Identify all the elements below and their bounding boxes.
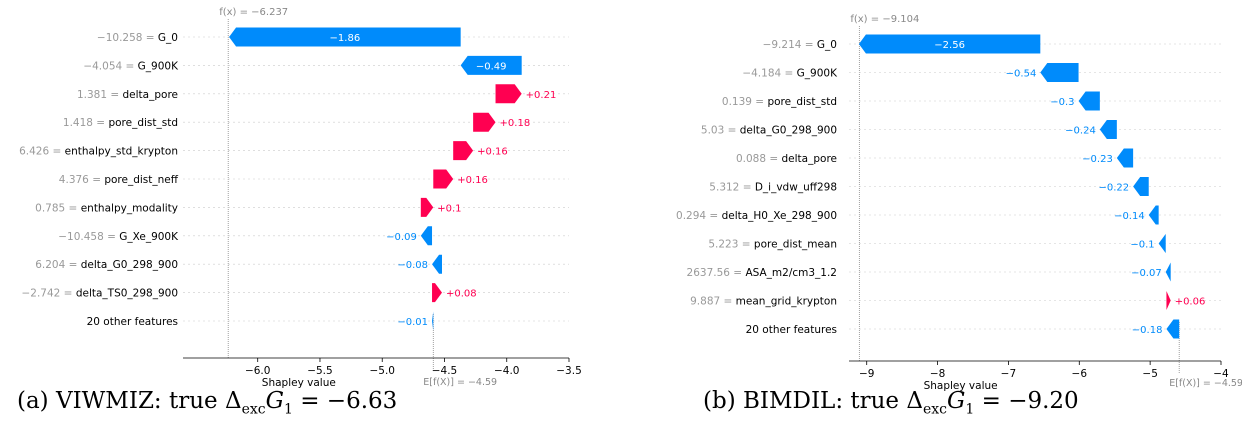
feature-label: 20 other features (87, 316, 178, 328)
x-tick-label: −9 (859, 368, 874, 380)
bar-enthalpy_std_krypton (453, 141, 474, 161)
bar-value-label: −0.14 (1114, 211, 1145, 222)
bar-D_i_vdw_uff298 (1133, 177, 1149, 196)
bar-value-label: +0.1 (437, 203, 461, 214)
caption-a: (a) VIWMIZ: true ΔexcG1 = −6.63 (17, 388, 398, 418)
bar-pore_dist_std (473, 112, 496, 132)
bar-value-label: +0.16 (457, 175, 488, 186)
feature-label: −10.458 = G_Xe_900K (58, 231, 179, 243)
feature-label: 0.785 = enthalpy_modality (35, 202, 178, 214)
x-tick-label: −3.5 (556, 365, 582, 377)
feature-label: 0.139 = pore_dist_std (722, 96, 837, 108)
x-tick-label: −4.5 (432, 365, 458, 377)
bar-value-label: −0.3 (1050, 97, 1074, 108)
bar-value-label: +0.21 (526, 90, 557, 101)
bar-G_0 (858, 34, 1041, 54)
bar-value-label: −1.86 (330, 33, 361, 44)
caption-b: (b) BIMDIL: true ΔexcG1 = −9.20 (703, 388, 1079, 418)
feature-label: 0.294 = delta_H0_Xe_298_900 (676, 210, 837, 222)
feature-label: 20 other features (746, 324, 837, 336)
fx-label: f(x) = −9.104 (850, 14, 919, 25)
feature-label: −10.258 = G_0 (97, 32, 178, 44)
bar-delta_TS0_298_900 (432, 283, 442, 303)
x-axis-label: Shapley value (924, 380, 998, 392)
x-axis-label: Shapley value (262, 377, 336, 389)
bar-value-label: −0.18 (1132, 325, 1163, 336)
bar-enthalpy_modality (420, 197, 434, 217)
bar-delta_G0_298_900 (432, 254, 442, 274)
bar-value-label: −0.07 (1131, 268, 1162, 279)
x-tick-label: −6 (1072, 368, 1088, 380)
bar-G_900K (460, 55, 522, 75)
bar-pore_dist_std (1078, 91, 1100, 111)
feature-label: −9.214 = G_0 (763, 39, 837, 51)
x-tick-label: −5.0 (369, 365, 395, 377)
x-tick-label: −7 (1001, 368, 1016, 380)
bar-20 other features (432, 311, 434, 331)
base-value-label: E[f(X)] = −4.59 (1169, 378, 1242, 389)
x-tick-label: −4 (1213, 368, 1229, 380)
x-tick-label: −5.5 (307, 365, 333, 377)
bar-value-label: −0.23 (1082, 154, 1113, 165)
bar-G_0 (229, 27, 461, 47)
bar-delta_H0_Xe_298_900 (1148, 205, 1159, 225)
feature-label: 6.426 = enthalpy_std_krypton (19, 146, 178, 158)
bar-value-label: −0.1 (1130, 240, 1154, 251)
bar-delta_G0_298_900 (1099, 120, 1117, 139)
bar-pore_dist_neff (433, 169, 454, 189)
bar-value-label: −0.22 (1098, 183, 1129, 194)
feature-label: 5.312 = D_i_vdw_uff298 (709, 182, 837, 194)
bar-pore_dist_mean (1158, 234, 1166, 253)
bar-value-label: −0.24 (1065, 126, 1096, 137)
bar-value-label: −0.54 (1006, 69, 1037, 80)
waterfall-chart-b: f(x) = −9.104 −2.56 −9.214 = G_0 −0.54 −4.18… (676, 14, 1242, 392)
bar-delta_pore (495, 84, 522, 104)
x-tick-label: −8 (930, 368, 945, 380)
bar-mean_grid_krypton (1166, 291, 1171, 310)
bar-value-label: −2.56 (934, 40, 965, 51)
feature-label: 1.381 = delta_pore (77, 89, 178, 101)
bar-value-label: −0.08 (397, 260, 428, 271)
bar-value-label: +0.08 (446, 289, 477, 300)
bar-value-label: −0.49 (476, 61, 507, 72)
bar-value-label: +0.06 (1175, 297, 1206, 308)
feature-label: 2637.56 = ASA_m2/cm3_1.2 (687, 267, 837, 279)
feature-label: −2.742 = delta_TS0_298_900 (21, 288, 178, 300)
x-tick-label: −5 (1142, 368, 1157, 380)
feature-label: 5.03 = delta_G0_298_900 (701, 125, 837, 137)
fx-label: f(x) = −6.237 (219, 7, 288, 18)
bar-delta_pore (1116, 148, 1134, 168)
feature-label: −4.184 = G_900K (742, 68, 838, 80)
bar-value-label: −0.01 (397, 317, 428, 328)
bar-value-label: +0.16 (477, 147, 508, 158)
x-tick-label: −6.0 (245, 365, 271, 377)
x-tick-label: −4.0 (494, 365, 520, 377)
bar-G_900K (1040, 63, 1079, 82)
bar-20 other features (1166, 319, 1180, 339)
base-value-label: E[f(X)] = −4.59 (423, 377, 497, 388)
bar-ASA_m2/cm3_1.2 (1165, 262, 1171, 282)
waterfall-chart-a: f(x) = −6.237 −1.86 −10.258 = G_0 −0.49 −4.0… (19, 7, 582, 389)
feature-label: 6.204 = delta_G0_298_900 (35, 259, 178, 271)
bar-value-label: +0.18 (500, 118, 531, 129)
feature-label: 5.223 = pore_dist_mean (708, 239, 837, 251)
bar-value-label: −0.09 (386, 232, 417, 243)
feature-label: 9.887 = mean_grid_krypton (690, 296, 837, 308)
feature-label: −4.054 = G_900K (83, 60, 179, 72)
feature-label: 4.376 = pore_dist_neff (59, 174, 179, 186)
feature-label: 0.088 = delta_pore (736, 153, 837, 165)
feature-label: 1.418 = pore_dist_std (63, 117, 178, 129)
bar-G_Xe_900K (420, 226, 433, 246)
